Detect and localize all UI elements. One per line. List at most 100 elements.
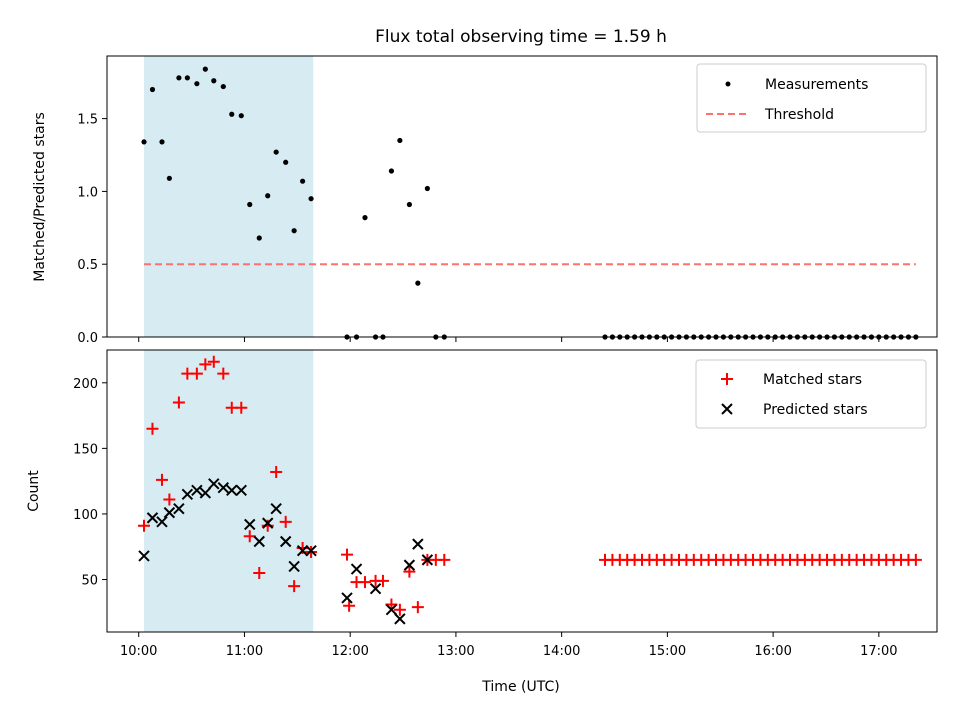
top-legend: Measurements Threshold	[696, 63, 927, 133]
chart-title: Flux total observing time = 1.59 h	[375, 27, 667, 47]
predicted-star-point	[156, 516, 168, 528]
matched-star-point	[438, 553, 451, 566]
predicted-star-point	[217, 482, 230, 494]
top-y-tick-label: 1.5	[77, 113, 98, 128]
matched-star-point	[411, 601, 424, 614]
measurement-point	[194, 81, 200, 87]
predicted-star-point	[235, 484, 247, 497]
predicted-star-point	[279, 535, 292, 548]
matched-star-point	[207, 355, 220, 368]
measurement-point	[397, 137, 403, 144]
predicted-star-point	[385, 603, 398, 616]
predicted-star-point	[403, 559, 416, 571]
matched-star-point	[190, 367, 203, 380]
top-y-tick-label: 1.0	[77, 185, 98, 200]
measurement-point	[273, 149, 279, 155]
measurement-point	[141, 139, 147, 145]
bottom-x-tick-label: 17:00	[860, 644, 897, 659]
bottom-y-tick-label: 200	[73, 377, 98, 392]
matched-star-point	[199, 358, 212, 371]
matched-star-point	[341, 548, 354, 561]
bottom-x-tick-label: 13:00	[437, 644, 474, 659]
matched-star-point	[146, 422, 159, 435]
measurement-point	[159, 139, 165, 145]
matched-star-point	[243, 530, 256, 543]
measurement-point	[256, 235, 262, 241]
matched-star-point	[253, 566, 266, 579]
predicted-star-point	[394, 613, 406, 625]
predicted-star-point	[262, 517, 274, 529]
bottom-x-tick-label: 12:00	[331, 644, 368, 659]
legend-matched-label: Matched stars	[763, 372, 862, 388]
predicted-star-point	[138, 550, 150, 562]
bottom-x-tick-label: 14:00	[543, 644, 580, 659]
measurement-point	[202, 66, 208, 72]
matched-star-point	[358, 576, 371, 589]
legend-predicted-marker	[721, 403, 733, 415]
bottom-y-tick-label: 150	[73, 442, 98, 457]
predicted-star-point	[191, 484, 203, 497]
bottom-legend: Matched stars Predicted stars	[695, 359, 927, 429]
legend-matched-marker	[721, 373, 733, 385]
bottom-panel: 50 100 150 200 10:00 11:00 12:00 13:00 14:00 15:0…	[73, 349, 938, 659]
predicted-star-point	[288, 560, 300, 573]
measurement-point	[388, 168, 395, 174]
top-shaded-region	[144, 56, 314, 337]
predicted-star-point	[244, 518, 256, 531]
bottom-y-tick-label: 100	[73, 508, 98, 523]
matched-star-point	[288, 580, 301, 593]
matched-star-point	[376, 574, 389, 587]
predicted-star-point	[369, 583, 382, 595]
predicted-star-point	[163, 506, 176, 519]
legend-measurements-marker	[725, 81, 731, 87]
measurement-point	[308, 196, 314, 202]
bottom-axes-frame	[106, 349, 938, 633]
measurement-point	[247, 201, 253, 208]
predicted-star-point	[208, 478, 220, 490]
matched-star-point	[909, 553, 922, 566]
measurement-point	[149, 86, 156, 93]
measurement-point	[300, 178, 306, 184]
bottom-x-tick-label: 15:00	[649, 644, 686, 659]
top-axes-frame	[106, 55, 938, 338]
legend-predicted-label: Predicted stars	[763, 402, 868, 418]
predicted-star-point	[350, 563, 363, 575]
measurement-point	[238, 113, 244, 119]
matched-star-point	[235, 401, 248, 414]
predicted-star-point	[181, 488, 194, 500]
measurement-point	[283, 159, 289, 165]
matched-star-point	[279, 515, 292, 528]
predicted-star-point	[253, 535, 265, 548]
bottom-x-tick-label: 11:00	[226, 644, 263, 659]
bottom-shaded-region	[144, 350, 314, 632]
bottom-x-tick-label: 10:00	[120, 644, 157, 659]
matched-star-point	[155, 473, 168, 486]
measurement-point	[424, 185, 430, 192]
measurement-point	[220, 83, 226, 90]
measurement-point	[211, 78, 217, 84]
matched-star-point	[217, 367, 230, 380]
legend-measurements-label: Measurements	[765, 77, 868, 93]
top-y-axis-label: Matched/Predicted stars	[32, 112, 48, 282]
predicted-star-point	[173, 502, 185, 515]
top-panel: 0.0 0.5 1.0 1.5	[77, 55, 938, 346]
legend-threshold-label: Threshold	[764, 107, 834, 123]
measurement-point	[415, 280, 421, 286]
predicted-star-point	[226, 484, 238, 497]
measurement-point	[166, 175, 172, 181]
predicted-star-point	[199, 487, 212, 499]
matched-star-point	[403, 565, 416, 578]
matched-star-point	[172, 396, 185, 409]
predicted-star-point	[305, 544, 317, 557]
matched-star-point	[138, 519, 151, 532]
measurement-point	[291, 228, 297, 234]
measurement-point	[184, 75, 190, 81]
predicted-star-point	[341, 592, 353, 604]
matched-star-point	[393, 603, 406, 616]
top-y-tick-label: 0.5	[77, 258, 98, 273]
matched-star-point	[163, 493, 176, 506]
measurement-point	[176, 75, 182, 81]
measurement-point	[265, 193, 271, 199]
predicted-star-point	[412, 538, 424, 550]
